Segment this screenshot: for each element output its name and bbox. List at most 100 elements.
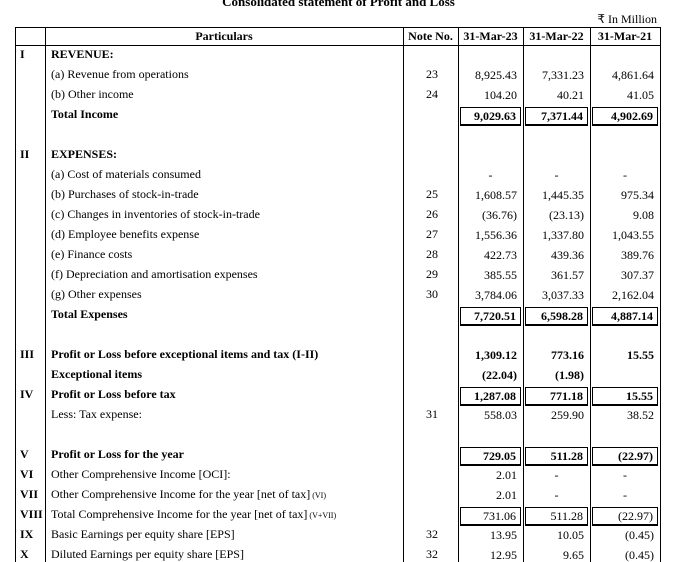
note: 32 (426, 547, 438, 561)
row-number: VI (20, 467, 34, 481)
row-label: Other Comprehensive Income for the year … (51, 487, 327, 501)
label-suffix: (VI) (310, 491, 327, 500)
row-number: V (20, 447, 29, 461)
value: - (554, 168, 559, 182)
value: 259.90 (551, 408, 584, 422)
row-number: III (20, 347, 35, 361)
rule (15, 45, 660, 46)
column-header: 31-Mar-22 (529, 29, 584, 43)
row-label: Basic Earnings per equity share [EPS] (51, 527, 235, 541)
col-line (660, 27, 661, 562)
value: 41.05 (627, 88, 654, 102)
col-line (523, 27, 524, 562)
value: 1,043.55 (612, 228, 654, 242)
value: 38.52 (627, 408, 654, 422)
row-label: (a) Revenue from operations (51, 67, 189, 81)
row-label: Other Comprehensive Income [OCI]: (51, 467, 231, 481)
note: 29 (426, 267, 438, 281)
row-label: Exceptional items (51, 367, 142, 381)
value: 104.20 (484, 88, 517, 102)
value: - (623, 468, 627, 482)
row-label: Diluted Earnings per equity share [EPS] (51, 547, 244, 561)
value: 773.16 (551, 348, 584, 362)
row-label: (c) Changes in inventories of stock-in-t… (51, 207, 260, 221)
col-line (15, 27, 16, 562)
row-label: Profit or Loss for the year (51, 447, 184, 461)
col-line (458, 27, 459, 562)
row-label: (f) Depreciation and amortisation expens… (51, 267, 258, 281)
value: 385.55 (484, 268, 517, 282)
value: 12.95 (490, 548, 517, 562)
value: 1,337.80 (542, 228, 584, 242)
row-label: Profit or Loss before tax (51, 387, 176, 401)
unit: ₹ In Million (597, 12, 657, 26)
value: - (623, 488, 627, 502)
value: 4,861.64 (612, 68, 654, 82)
value: - (488, 168, 493, 182)
value: (36.76) (482, 208, 517, 222)
value: (22.97) (592, 447, 658, 466)
note: 25 (426, 187, 438, 201)
value: 439.36 (551, 248, 584, 262)
value: - (554, 468, 559, 482)
value: 40.21 (557, 88, 584, 102)
value: (22.97) (592, 507, 658, 526)
value: 975.34 (621, 188, 654, 202)
value: 1,445.35 (542, 188, 584, 202)
value: 7,371.44 (525, 107, 588, 126)
row-number: IV (20, 387, 34, 401)
value: 7,331.23 (542, 68, 584, 82)
value: - (554, 488, 559, 502)
row-label: (b) Purchases of stock-in-trade (51, 187, 199, 201)
value: 1,287.08 (460, 387, 521, 406)
value: (0.45) (625, 528, 654, 542)
row-number: I (20, 47, 25, 61)
value: 3,037.33 (542, 288, 584, 302)
note: 30 (426, 287, 438, 301)
value: 558.03 (484, 408, 517, 422)
row-label: (d) Employee benefits expense (51, 227, 200, 241)
value: 9,029.63 (460, 107, 521, 126)
title: Consolidated statement of Profit and Los… (222, 0, 455, 9)
row-label: Total Expenses (51, 307, 128, 321)
row-label: (g) Other expenses (51, 287, 142, 301)
value: (1.98) (555, 368, 584, 382)
note: 32 (426, 527, 438, 541)
value: 15.55 (627, 348, 654, 362)
value: 4,902.69 (592, 107, 658, 126)
col-line (590, 27, 591, 562)
column-header: Particulars (195, 29, 253, 43)
row-label: Total Comprehensive Income for the year … (51, 507, 337, 521)
value: 307.37 (621, 268, 654, 282)
value: 9.65 (563, 548, 584, 562)
column-header: Note No. (408, 29, 453, 43)
row-label: (b) Other income (51, 87, 134, 101)
value: 7,720.51 (460, 307, 521, 326)
value: 771.18 (525, 387, 588, 406)
value: 511.28 (525, 507, 588, 526)
value: - (623, 168, 627, 182)
row-number: II (20, 147, 30, 161)
value: 389.76 (621, 248, 654, 262)
value: 731.06 (460, 507, 521, 526)
value: 9.08 (633, 208, 654, 222)
value: 511.28 (525, 447, 588, 466)
value: (23.13) (549, 208, 584, 222)
row-number: VII (20, 487, 39, 501)
value: 10.05 (557, 528, 584, 542)
note: 26 (426, 207, 438, 221)
note: 24 (426, 87, 438, 101)
value: 361.57 (551, 268, 584, 282)
value: 15.55 (592, 387, 658, 406)
col-line (403, 27, 404, 562)
value: 2,162.04 (612, 288, 654, 302)
value: 729.05 (460, 447, 521, 466)
value: 1,608.57 (475, 188, 517, 202)
value: 8,925.43 (475, 68, 517, 82)
row-label: Total Income (51, 107, 119, 121)
rule (15, 27, 660, 28)
row-label: REVENUE: (51, 47, 114, 61)
row-label: Profit or Loss before exceptional items … (51, 347, 319, 361)
column-header: 31-Mar-21 (597, 29, 653, 43)
